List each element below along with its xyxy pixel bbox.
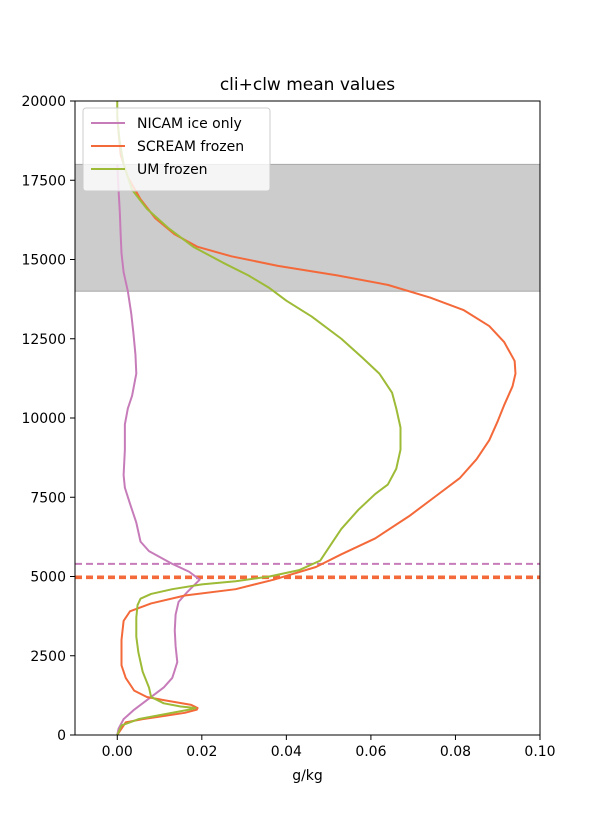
x-axis-ticks: 0.00 0.02 0.04 0.06 0.08 0.10 [102, 735, 556, 760]
x-axis-label: g/kg [292, 768, 323, 784]
y-tick-label: 20000 [21, 94, 66, 110]
legend-label-1: SCREAM frozen [137, 139, 244, 155]
x-tick-label: 0.02 [186, 744, 217, 760]
legend: NICAM ice only SCREAM frozen UM frozen [82, 107, 271, 192]
chart-title: cli+clw mean values [220, 75, 395, 95]
y-axis-ticks: 0 2500 5000 7500 10000 12500 15000 17500 20000 [21, 94, 75, 744]
series-line-0 [116, 164, 201, 736]
legend-box [82, 107, 271, 192]
y-tick-label: 17500 [21, 173, 66, 189]
x-tick-label: 0.04 [271, 744, 302, 760]
x-tick-label: 0.06 [355, 744, 386, 760]
y-tick-label: 10000 [21, 411, 66, 427]
x-tick-label: 0.00 [102, 744, 133, 760]
legend-label-0: NICAM ice only [137, 116, 242, 132]
x-tick-label: 0.08 [440, 744, 471, 760]
reference-lines-layer [75, 562, 540, 580]
y-tick-label: 7500 [30, 490, 66, 506]
series-line-1 [116, 116, 517, 736]
legend-label-2: UM frozen [137, 162, 208, 178]
y-tick-label: 15000 [21, 253, 66, 269]
series-line-2 [116, 101, 402, 736]
series-layer [116, 101, 517, 736]
y-tick-label: 12500 [21, 332, 66, 348]
y-tick-label: 5000 [30, 570, 66, 586]
y-tick-label: 0 [57, 728, 66, 744]
x-tick-label: 0.10 [524, 744, 555, 760]
y-tick-label: 2500 [30, 649, 66, 665]
